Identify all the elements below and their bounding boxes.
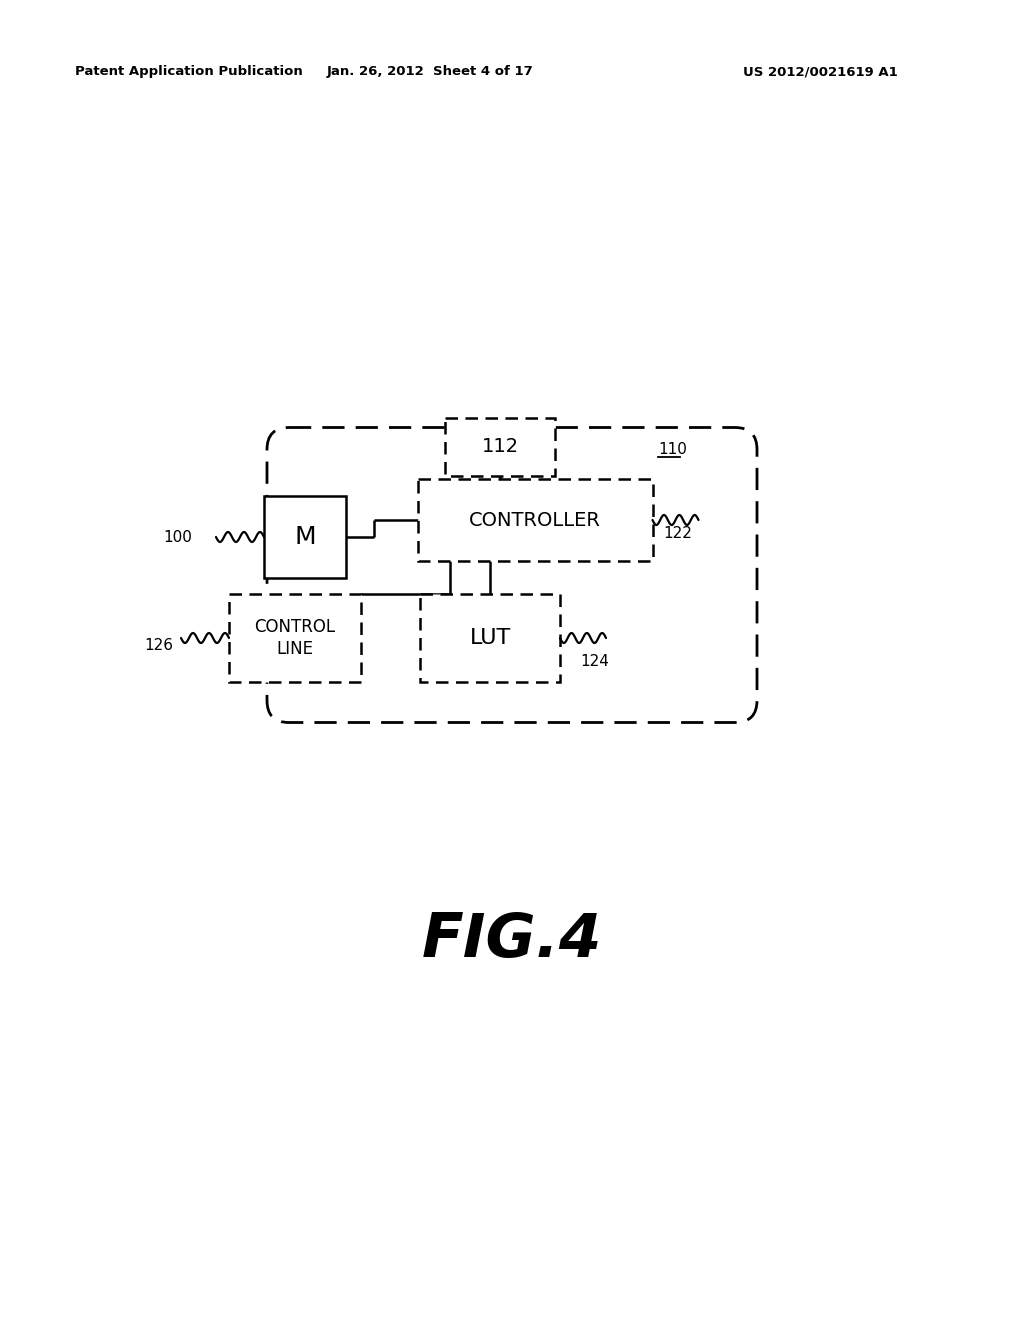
Text: US 2012/0021619 A1: US 2012/0021619 A1 <box>742 66 897 78</box>
FancyBboxPatch shape <box>418 479 652 561</box>
FancyBboxPatch shape <box>264 496 346 578</box>
Text: CONTROLLER: CONTROLLER <box>469 511 601 529</box>
FancyBboxPatch shape <box>229 594 361 682</box>
Text: Patent Application Publication: Patent Application Publication <box>75 66 303 78</box>
Text: 122: 122 <box>663 525 692 540</box>
FancyBboxPatch shape <box>420 594 560 682</box>
FancyBboxPatch shape <box>267 428 757 722</box>
Text: LUT: LUT <box>469 628 511 648</box>
Text: FIG.4: FIG.4 <box>422 911 602 969</box>
Text: 126: 126 <box>144 638 173 652</box>
FancyBboxPatch shape <box>445 418 555 477</box>
Text: CONTROL
LINE: CONTROL LINE <box>254 618 336 659</box>
Text: 124: 124 <box>580 655 609 669</box>
Text: 100: 100 <box>163 529 193 544</box>
Text: 110: 110 <box>658 442 687 458</box>
Text: M: M <box>294 525 315 549</box>
Text: 112: 112 <box>481 437 518 457</box>
Text: Jan. 26, 2012  Sheet 4 of 17: Jan. 26, 2012 Sheet 4 of 17 <box>327 66 534 78</box>
